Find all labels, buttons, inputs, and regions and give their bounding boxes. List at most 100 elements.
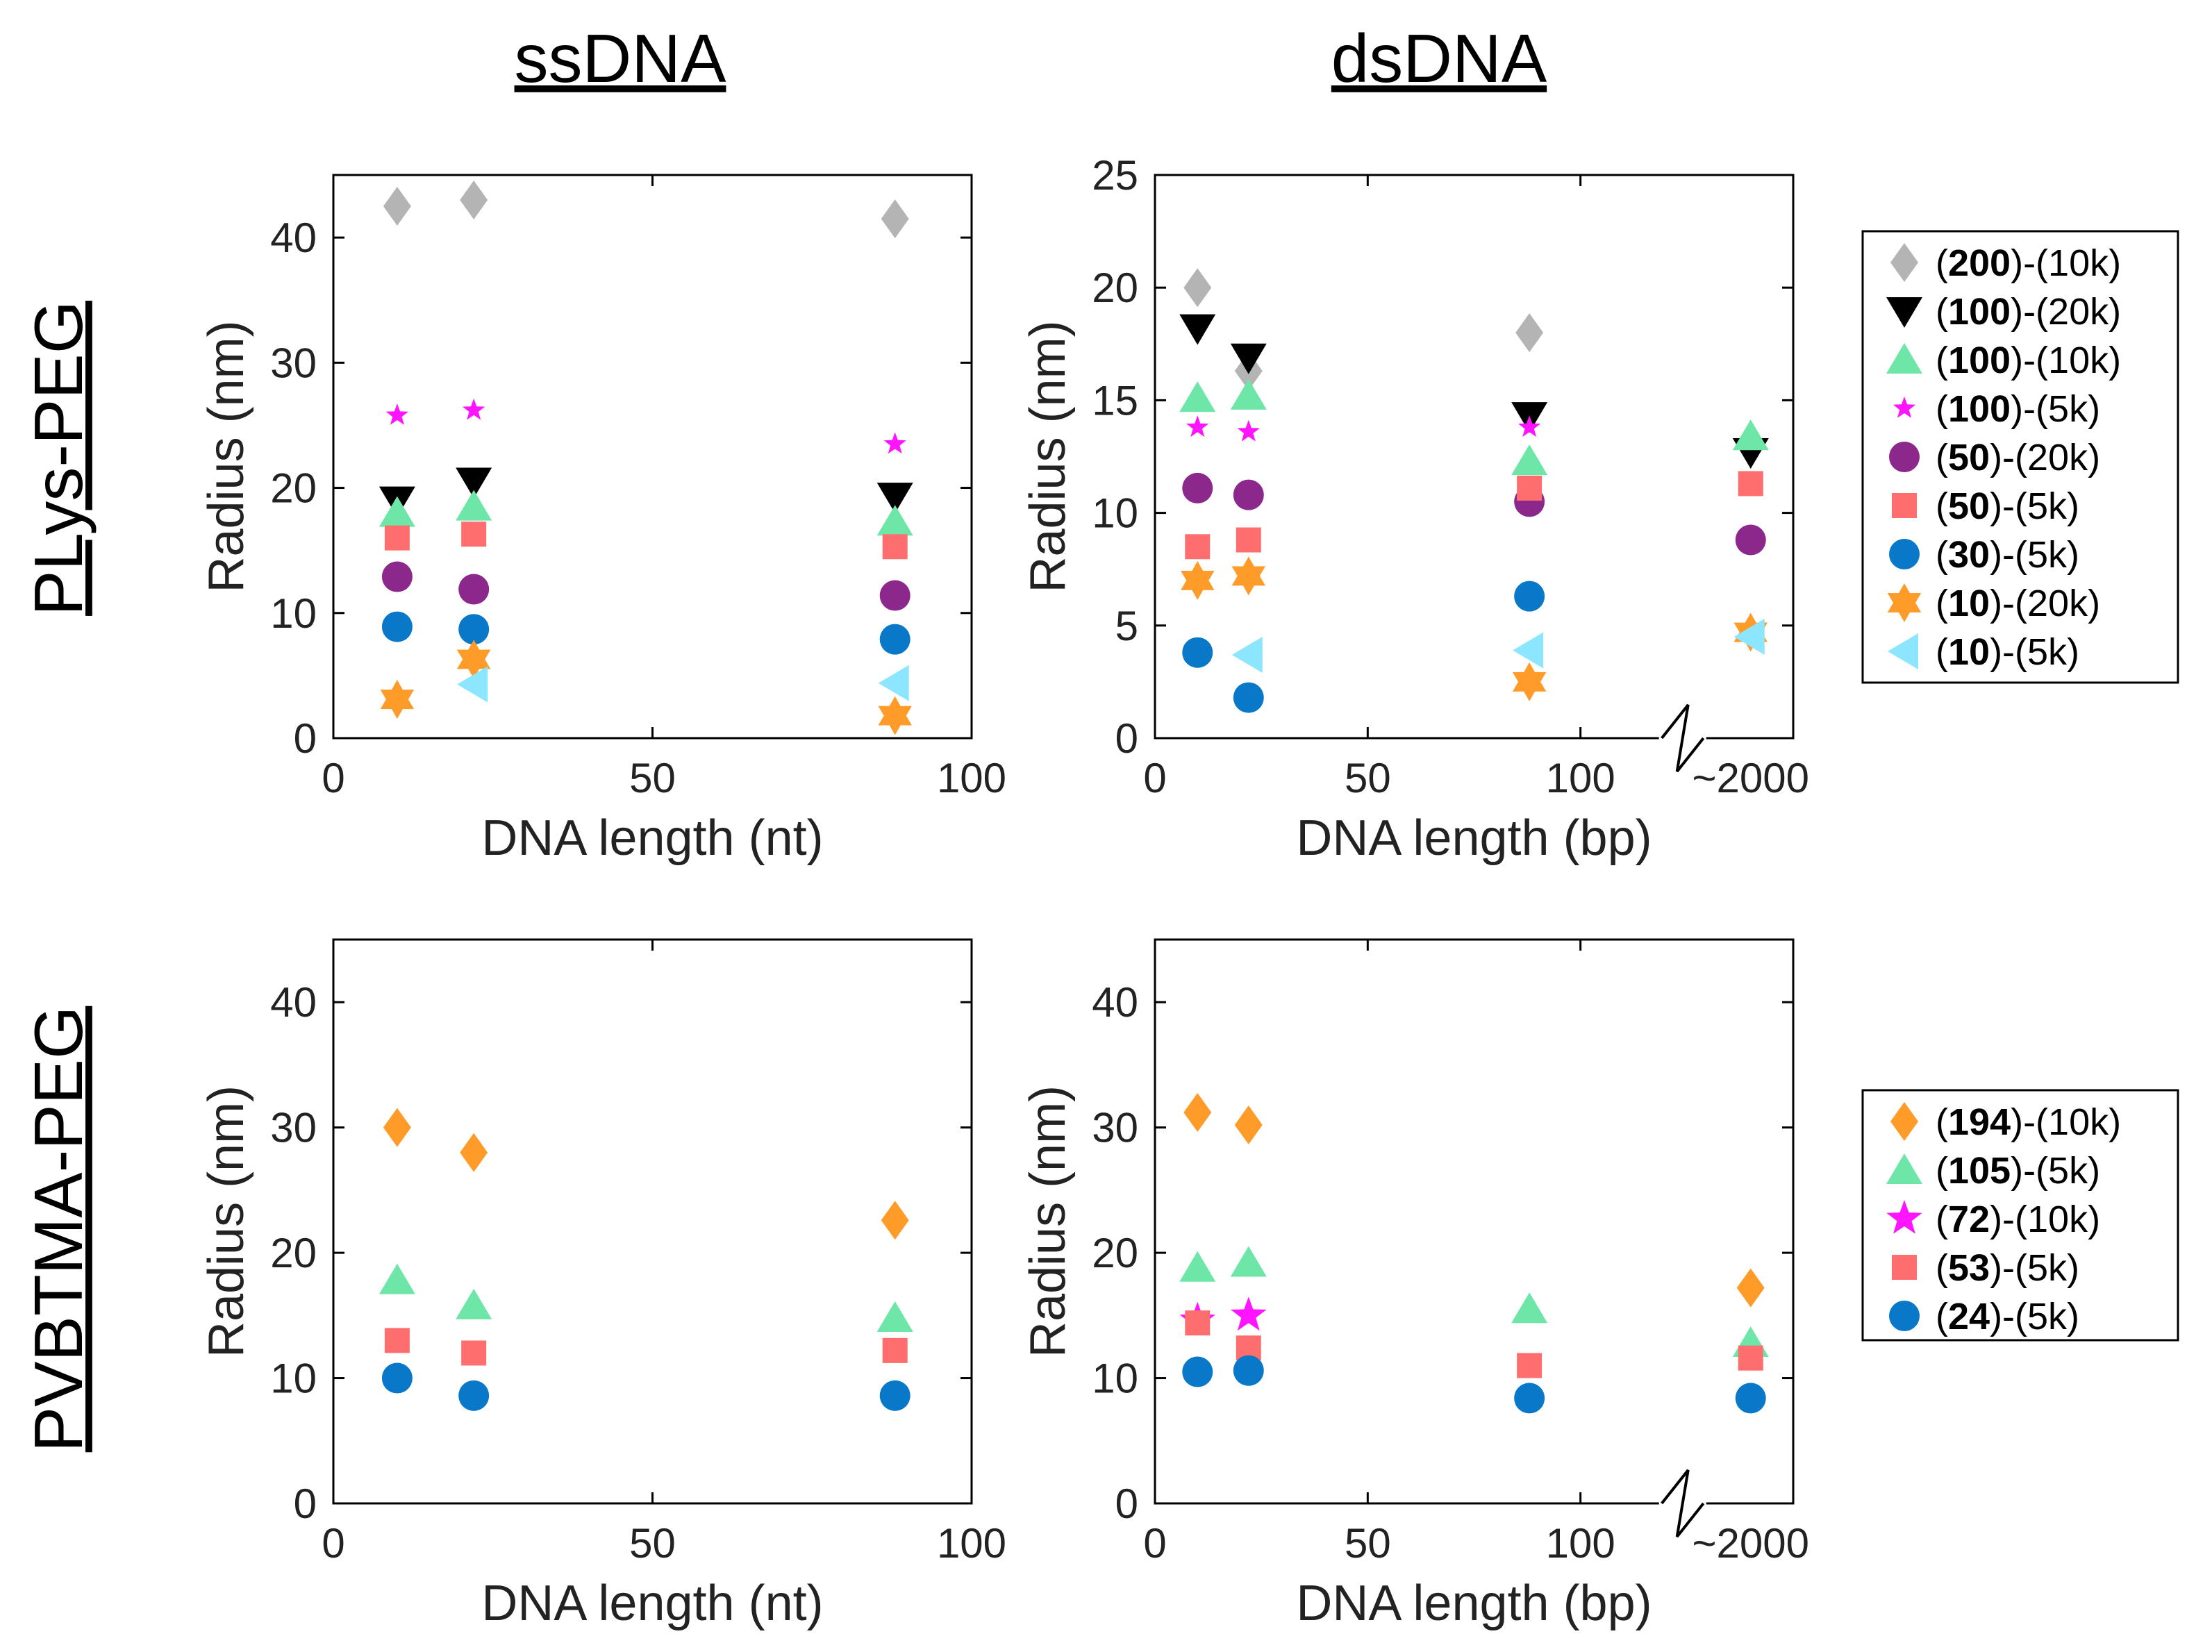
series-(10)-(20k) xyxy=(380,640,912,735)
x-tick-label: 50 xyxy=(1345,1520,1391,1567)
y-tick-label: 10 xyxy=(270,590,317,637)
data-point xyxy=(1179,1251,1216,1282)
series-(50)-(20k) xyxy=(1182,472,1766,556)
legend-label: (10)-(5k) xyxy=(1936,631,2079,673)
data-point xyxy=(1182,637,1213,668)
data-point xyxy=(384,1328,410,1353)
legend-entry: (100)-(5k) xyxy=(1893,388,2100,430)
legend-marker xyxy=(1887,583,1922,622)
legend-label: (72)-(10k) xyxy=(1936,1199,2100,1240)
legend-marker xyxy=(1893,397,1916,418)
y-tick-label: 10 xyxy=(1092,1355,1138,1402)
x-tick-label: 50 xyxy=(629,755,676,801)
y-axis-title: Radius (nm) xyxy=(1020,320,1076,592)
legend-entry: (200)-(10k) xyxy=(1890,242,2121,284)
legend-label: (100)-(20k) xyxy=(1936,291,2121,333)
y-tick-label: 10 xyxy=(1092,490,1138,537)
data-point xyxy=(1735,1383,1766,1414)
data-point xyxy=(1230,1246,1267,1277)
series-(100)-(5k) xyxy=(1186,415,1541,442)
data-point xyxy=(878,696,912,735)
legend-entry: (100)-(20k) xyxy=(1886,291,2121,333)
series-(24)-(5k) xyxy=(1182,1355,1766,1414)
data-point xyxy=(384,525,410,551)
series-(100)-(10k) xyxy=(379,490,913,536)
data-point xyxy=(1514,581,1545,612)
data-point xyxy=(385,403,409,425)
legend-marker xyxy=(1888,633,1918,669)
series-(10)-(20k) xyxy=(1181,556,1768,701)
x-tick-label: 100 xyxy=(1546,1520,1615,1567)
series-(30)-(5k) xyxy=(381,611,910,655)
data-point xyxy=(876,1301,913,1332)
data-point xyxy=(457,666,488,703)
y-tick-label: 25 xyxy=(1092,152,1138,199)
data-point xyxy=(1231,556,1265,596)
data-point xyxy=(1736,1268,1765,1308)
y-tick-label: 30 xyxy=(270,1105,317,1151)
data-point xyxy=(381,561,413,592)
legend-marker xyxy=(1892,493,1917,518)
legend-label: (50)-(5k) xyxy=(1936,485,2079,527)
data-point xyxy=(1513,632,1544,669)
legend-marker xyxy=(1889,539,1920,569)
data-point xyxy=(1234,1105,1263,1145)
row-title-plys-peg: PLys-PEG xyxy=(20,301,97,616)
legend-label: (30)-(5k) xyxy=(1936,534,2079,576)
series-(10)-(5k) xyxy=(457,665,909,703)
data-point xyxy=(1511,1292,1548,1324)
data-point xyxy=(882,534,908,560)
data-point xyxy=(881,199,909,239)
legend-marker xyxy=(1886,343,1922,374)
y-tick-label: 20 xyxy=(270,1230,317,1276)
data-point xyxy=(1181,560,1215,600)
data-point xyxy=(1517,1353,1542,1378)
panel-plys-ssdna: 0 10 20 30 40 0 50 100 DNA length (nt) Radius (nm… xyxy=(199,174,1006,866)
panel-plys-dsdna: 0 5 10 15 20 25 0 50 100 ~2000 DNA length (bp) Radi… xyxy=(1020,152,1809,866)
data-point xyxy=(456,640,491,679)
data-point xyxy=(1185,1310,1211,1336)
x-tick-label: 0 xyxy=(322,755,344,801)
x-tick-label: 100 xyxy=(937,755,1006,801)
data-point xyxy=(1738,471,1763,497)
legend-label: (24)-(5k) xyxy=(1936,1296,2079,1337)
axes-box xyxy=(1154,938,1795,1505)
x-tick-label: 100 xyxy=(1546,755,1615,801)
legend-entry: (72)-(10k) xyxy=(1886,1199,2100,1240)
x-axis-title: DNA length (bp) xyxy=(1296,810,1652,866)
legend-marker xyxy=(1890,1102,1918,1141)
y-tick-label: 30 xyxy=(270,340,317,386)
series-(200)-(10k) xyxy=(1183,268,1544,391)
data-point xyxy=(456,490,492,521)
x-axis-title: DNA length (nt) xyxy=(481,810,823,866)
data-point xyxy=(1733,619,1765,656)
data-point xyxy=(1230,378,1267,410)
x-tick-label: 0 xyxy=(322,1520,344,1567)
data-point xyxy=(1182,1356,1213,1387)
series-(53)-(5k) xyxy=(384,1328,908,1366)
data-point xyxy=(1515,313,1544,353)
panel-pvbtma-ssdna: 0 10 20 30 40 0 50 100 DNA length (nt) Radius (nm… xyxy=(199,938,1006,1631)
data-point xyxy=(1182,472,1213,503)
series-(50)-(5k) xyxy=(1185,471,1763,560)
legend-marker xyxy=(1890,243,1918,282)
legend-entry: (10)-(5k) xyxy=(1888,631,2079,673)
data-point xyxy=(1518,415,1541,437)
data-point xyxy=(1738,1345,1763,1371)
data-point xyxy=(1230,343,1267,374)
data-point xyxy=(460,1133,488,1172)
legend-entry: (194)-(10k) xyxy=(1890,1101,2121,1143)
data-point xyxy=(461,1340,487,1366)
legend-pvbtma: (194)-(10k) (105)-(5k) (72)-(10k) (53)-(5k)… xyxy=(1861,1089,2179,1342)
data-point xyxy=(1512,662,1547,701)
y-tick-label: 0 xyxy=(1115,715,1138,762)
legend-marker xyxy=(1886,297,1922,328)
y-tick-label: 0 xyxy=(1115,1480,1138,1527)
legend-label: (100)-(10k) xyxy=(1936,340,2121,381)
data-point xyxy=(1231,1296,1267,1331)
y-axis-title: Radius (nm) xyxy=(1020,1085,1076,1358)
x-tick-label-extra: ~2000 xyxy=(1692,1520,1809,1567)
data-point xyxy=(881,1201,909,1240)
legend-label: (194)-(10k) xyxy=(1936,1101,2121,1143)
